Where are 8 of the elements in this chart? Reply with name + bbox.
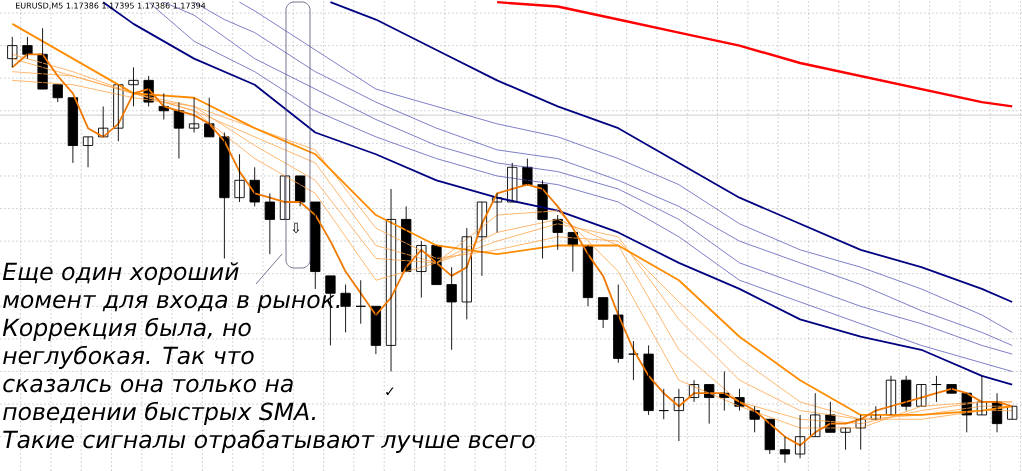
annotation: Такие сигналы отрабатывают лучше всего — [3, 429, 535, 453]
annotation: неглубокая. Так что — [3, 345, 254, 369]
annotation: сказалсь она только на — [3, 378, 293, 393]
annotation: Еще один хороший — [2, 262, 239, 285]
annotation: поведении быстрых SMA. — [3, 401, 315, 425]
annotation: ✓ — [386, 387, 394, 396]
annotation: ⇩ — [292, 222, 300, 234]
annotation: Коррекция была, но — [2, 317, 251, 341]
